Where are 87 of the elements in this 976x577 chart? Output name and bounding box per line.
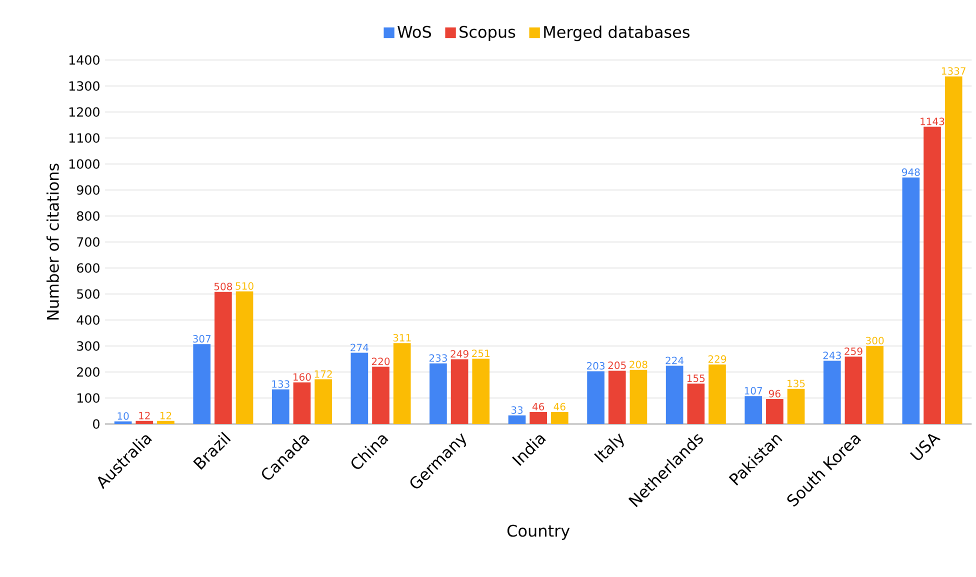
bar: [508, 415, 526, 424]
data-label: 508: [214, 282, 232, 290]
y-tick-label: 500: [77, 289, 100, 299]
bar: [393, 343, 411, 424]
bar: [608, 370, 626, 424]
data-label: 10: [118, 412, 129, 420]
data-label: 311: [393, 334, 411, 342]
bar: [823, 360, 841, 424]
bar: [236, 291, 254, 424]
bar: [708, 364, 726, 424]
data-label: 274: [350, 344, 368, 352]
bar: [350, 352, 368, 424]
bar: [193, 344, 211, 424]
data-label: 205: [608, 362, 626, 370]
bar: [472, 358, 490, 424]
bar: [136, 420, 154, 424]
bar: [766, 399, 784, 424]
data-label: 46: [554, 402, 566, 410]
bar: [866, 346, 884, 424]
data-label: 172: [314, 370, 332, 378]
bar: [944, 76, 962, 424]
bar: [551, 412, 568, 424]
data-label: 1337: [942, 67, 966, 75]
data-label: 251: [472, 350, 490, 358]
bar: [372, 366, 390, 424]
y-axis-title: Number of citations: [46, 164, 59, 320]
bar: [272, 389, 290, 424]
bar: [630, 370, 648, 424]
bar: [293, 382, 311, 424]
data-label: 155: [687, 374, 705, 382]
bar: [157, 420, 174, 424]
data-label: 243: [823, 352, 841, 360]
data-label: 12: [160, 412, 172, 420]
data-label: 203: [586, 362, 605, 370]
y-tick-label: 1100: [69, 133, 100, 143]
data-label: 220: [372, 358, 390, 366]
bar: [114, 421, 132, 424]
y-tick-label: 1200: [69, 107, 100, 117]
bar: [430, 363, 447, 424]
data-label: 33: [511, 406, 523, 414]
bar: [666, 366, 684, 424]
data-label: 208: [630, 360, 648, 368]
data-label: 229: [708, 355, 726, 363]
data-label: 96: [768, 390, 780, 398]
bar: [587, 371, 604, 424]
bar: [450, 359, 468, 424]
bar: [214, 292, 232, 424]
y-tick-label: 1300: [69, 81, 100, 91]
y-tick-label: 1400: [69, 55, 100, 65]
y-tick-label: 1000: [69, 159, 100, 169]
y-tick-label: 700: [77, 237, 100, 247]
data-label: 233: [429, 354, 447, 362]
data-label: 259: [844, 347, 862, 356]
y-tick-label: 600: [76, 263, 100, 273]
y-tick-label: 200: [77, 367, 100, 377]
data-label: 948: [902, 168, 920, 176]
data-label: 307: [193, 335, 211, 343]
bar: [314, 379, 332, 424]
data-label: 46: [532, 402, 544, 410]
y-tick-label: 300: [77, 341, 100, 351]
data-label: 107: [744, 387, 762, 395]
bar: [902, 178, 920, 424]
bar: [530, 412, 548, 424]
legend-label: Merged databases: [544, 26, 690, 42]
y-tick-label: 800: [76, 211, 100, 221]
bar: [687, 384, 705, 424]
data-label: 249: [450, 350, 468, 358]
bar: [787, 388, 805, 424]
y-tick-label: 900: [76, 185, 100, 195]
bar: [844, 356, 862, 424]
legend-label: WoS: [398, 26, 431, 38]
x-tick-label: USA: [910, 434, 941, 460]
y-tick-label: 400: [76, 315, 100, 325]
data-label: 300: [866, 336, 884, 344]
data-label: 12: [139, 412, 150, 420]
bar: [744, 396, 762, 424]
legend-label: Scopus: [460, 26, 516, 42]
bar: [924, 126, 941, 424]
data-label: 133: [272, 380, 290, 388]
data-label: 135: [788, 380, 805, 388]
y-tick-label: 100: [78, 393, 100, 403]
data-label: 224: [666, 356, 684, 364]
data-label: 1143: [920, 118, 944, 126]
y-tick-label: 0: [93, 419, 100, 429]
data-label: 160: [294, 373, 311, 381]
x-axis-title: Country: [507, 524, 570, 540]
data-label: 510: [236, 282, 254, 290]
